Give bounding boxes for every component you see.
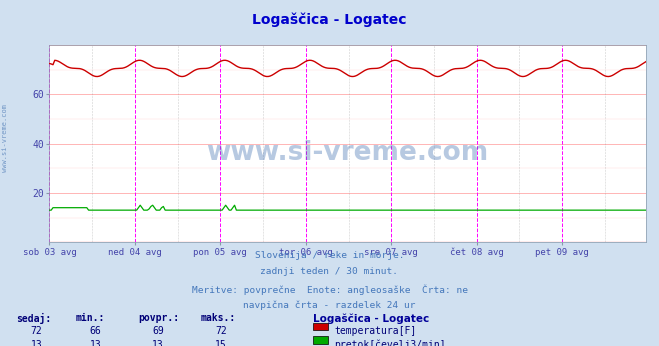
Text: Slovenija / reke in morje.: Slovenija / reke in morje. <box>255 251 404 260</box>
Text: min.:: min.: <box>76 313 105 323</box>
Text: 66: 66 <box>90 326 101 336</box>
Text: 13: 13 <box>90 340 101 346</box>
Text: sedaj:: sedaj: <box>16 313 51 324</box>
Text: www.si-vreme.com: www.si-vreme.com <box>206 140 489 166</box>
Text: 13: 13 <box>30 340 42 346</box>
Text: pretok[čevelj3/min]: pretok[čevelj3/min] <box>334 340 445 346</box>
Text: 15: 15 <box>215 340 227 346</box>
Text: Meritve: povprečne  Enote: angleosaške  Črta: ne: Meritve: povprečne Enote: angleosaške Čr… <box>192 284 467 294</box>
Text: povpr.:: povpr.: <box>138 313 179 323</box>
Text: navpična črta - razdelek 24 ur: navpična črta - razdelek 24 ur <box>243 301 416 310</box>
Text: 72: 72 <box>30 326 42 336</box>
Text: 69: 69 <box>152 326 164 336</box>
Text: zadnji teden / 30 minut.: zadnji teden / 30 minut. <box>260 267 399 276</box>
Text: 13: 13 <box>152 340 164 346</box>
Text: temperatura[F]: temperatura[F] <box>334 326 416 336</box>
Text: Logaščica - Logatec: Logaščica - Logatec <box>313 313 429 324</box>
Text: www.si-vreme.com: www.si-vreme.com <box>2 104 9 172</box>
Text: maks.:: maks.: <box>201 313 236 323</box>
Text: Logaščica - Logatec: Logaščica - Logatec <box>252 12 407 27</box>
Text: 72: 72 <box>215 326 227 336</box>
